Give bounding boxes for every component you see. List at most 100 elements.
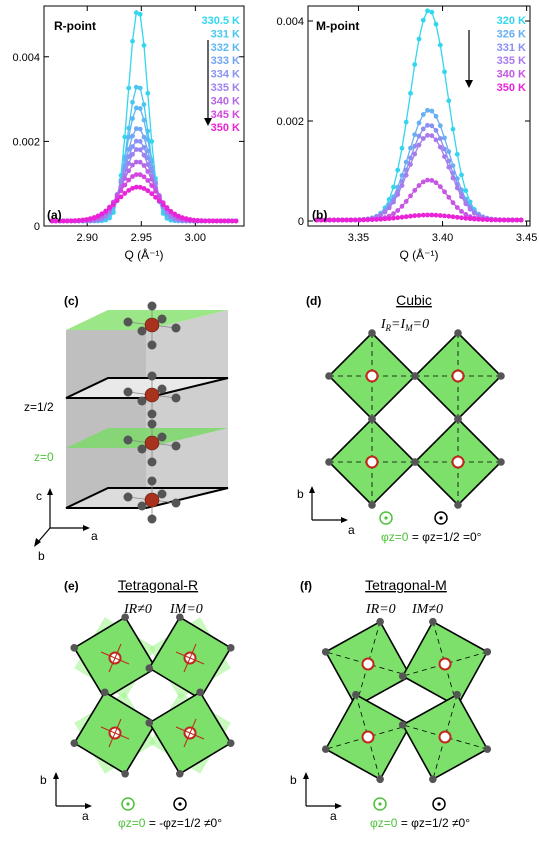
lattice-d xyxy=(325,329,505,509)
data-point xyxy=(110,202,116,207)
data-point xyxy=(61,218,66,224)
data-point xyxy=(149,183,155,188)
data-point xyxy=(133,138,139,144)
data-point xyxy=(403,119,409,125)
data-point xyxy=(488,217,494,223)
tetragonal-r-panel-e: (e) Tetragonal-R IR≠0 IM=0 b a φz=0 = -φ… xyxy=(40,577,235,830)
data-point xyxy=(391,199,396,205)
data-point xyxy=(446,194,452,200)
title-cubic: Cubic xyxy=(396,292,432,308)
series-line xyxy=(52,173,236,222)
data-point xyxy=(137,147,143,153)
axis-b-label-e: b xyxy=(40,773,47,787)
metal-site xyxy=(361,730,375,744)
data-point xyxy=(344,217,350,223)
data-point xyxy=(395,215,401,221)
data-point xyxy=(429,123,435,129)
data-point xyxy=(57,218,63,224)
data-point xyxy=(229,218,235,224)
data-point xyxy=(378,212,384,218)
metal-site xyxy=(438,730,452,744)
data-point xyxy=(133,105,139,111)
data-point xyxy=(357,217,362,223)
data-point xyxy=(183,216,189,222)
data-point xyxy=(137,159,143,165)
data-point xyxy=(399,183,405,188)
data-point xyxy=(179,215,185,221)
data-point xyxy=(149,191,155,197)
metal-site xyxy=(365,455,379,469)
data-point xyxy=(425,132,430,138)
data-point xyxy=(429,133,435,139)
data-point xyxy=(369,217,375,223)
data-point xyxy=(95,213,101,219)
data-point xyxy=(126,85,132,91)
phi-relation-e: φz=0 = -φz=1/2 ≠0° xyxy=(118,816,222,830)
data-point xyxy=(145,148,151,154)
data-point xyxy=(420,126,426,132)
oxygen-vertex xyxy=(429,775,437,784)
data-point xyxy=(130,144,135,150)
data-point xyxy=(412,151,418,157)
x-tick-label: 3.35 xyxy=(348,232,369,244)
oxygen-vertex xyxy=(226,739,235,747)
data-point xyxy=(130,133,135,139)
panel-label-e: (e) xyxy=(64,579,79,593)
data-point xyxy=(386,197,392,202)
axis-b-label-d: b xyxy=(297,487,304,501)
oxygen-atom xyxy=(147,301,157,311)
oxygen-vertex xyxy=(429,617,437,626)
data-point xyxy=(433,127,439,133)
y-tick-label: 0.002 xyxy=(276,116,304,128)
data-point xyxy=(126,146,132,152)
legend-entry: 334 K xyxy=(211,69,240,81)
data-point xyxy=(437,184,443,190)
legend-entry: 330.5 K xyxy=(201,15,240,27)
data-point xyxy=(429,9,435,15)
chart-title-a: R-point xyxy=(54,19,96,33)
rotation-icons-e xyxy=(121,797,187,811)
data-point xyxy=(416,133,422,139)
data-point xyxy=(327,217,332,223)
x-axis-label-b: Q (Å⁻¹) xyxy=(400,247,439,262)
data-point xyxy=(126,188,132,193)
oxygen-vertex xyxy=(497,372,505,380)
intensity-condition-f-left: IR=0 xyxy=(365,602,396,617)
data-point xyxy=(416,213,422,218)
data-point xyxy=(437,42,443,48)
data-point xyxy=(408,213,413,219)
data-point xyxy=(459,172,464,178)
data-point xyxy=(107,205,112,211)
data-point xyxy=(399,145,405,151)
data-point xyxy=(145,162,151,167)
data-point xyxy=(514,217,520,223)
data-point xyxy=(442,135,447,141)
oxygen-vertex xyxy=(483,745,492,753)
data-point xyxy=(382,209,388,215)
data-point xyxy=(149,139,155,144)
series-326-K xyxy=(314,107,524,223)
panel-label-c: (c) xyxy=(64,294,79,308)
data-point xyxy=(480,217,486,222)
data-point xyxy=(446,158,452,164)
oxygen-vertex xyxy=(411,458,419,466)
data-point xyxy=(195,218,201,223)
series-340-K xyxy=(49,159,239,224)
series-line xyxy=(316,134,522,221)
oxygen-vertex xyxy=(121,613,129,622)
data-point xyxy=(506,217,511,223)
data-point xyxy=(130,185,135,191)
series-345-K xyxy=(49,172,239,224)
y-tick-label: 0.002 xyxy=(12,136,40,148)
data-point xyxy=(433,21,439,27)
oxygen-vertex xyxy=(368,415,376,423)
data-point xyxy=(467,216,473,222)
y-tick-label: 0.004 xyxy=(12,52,40,64)
data-point xyxy=(437,213,443,218)
series-line xyxy=(52,186,236,222)
data-point xyxy=(133,147,139,152)
oxygen-vertex xyxy=(411,372,419,380)
data-point xyxy=(429,212,435,218)
data-point xyxy=(335,217,341,223)
x-tick-label: 3.45 xyxy=(516,232,537,244)
